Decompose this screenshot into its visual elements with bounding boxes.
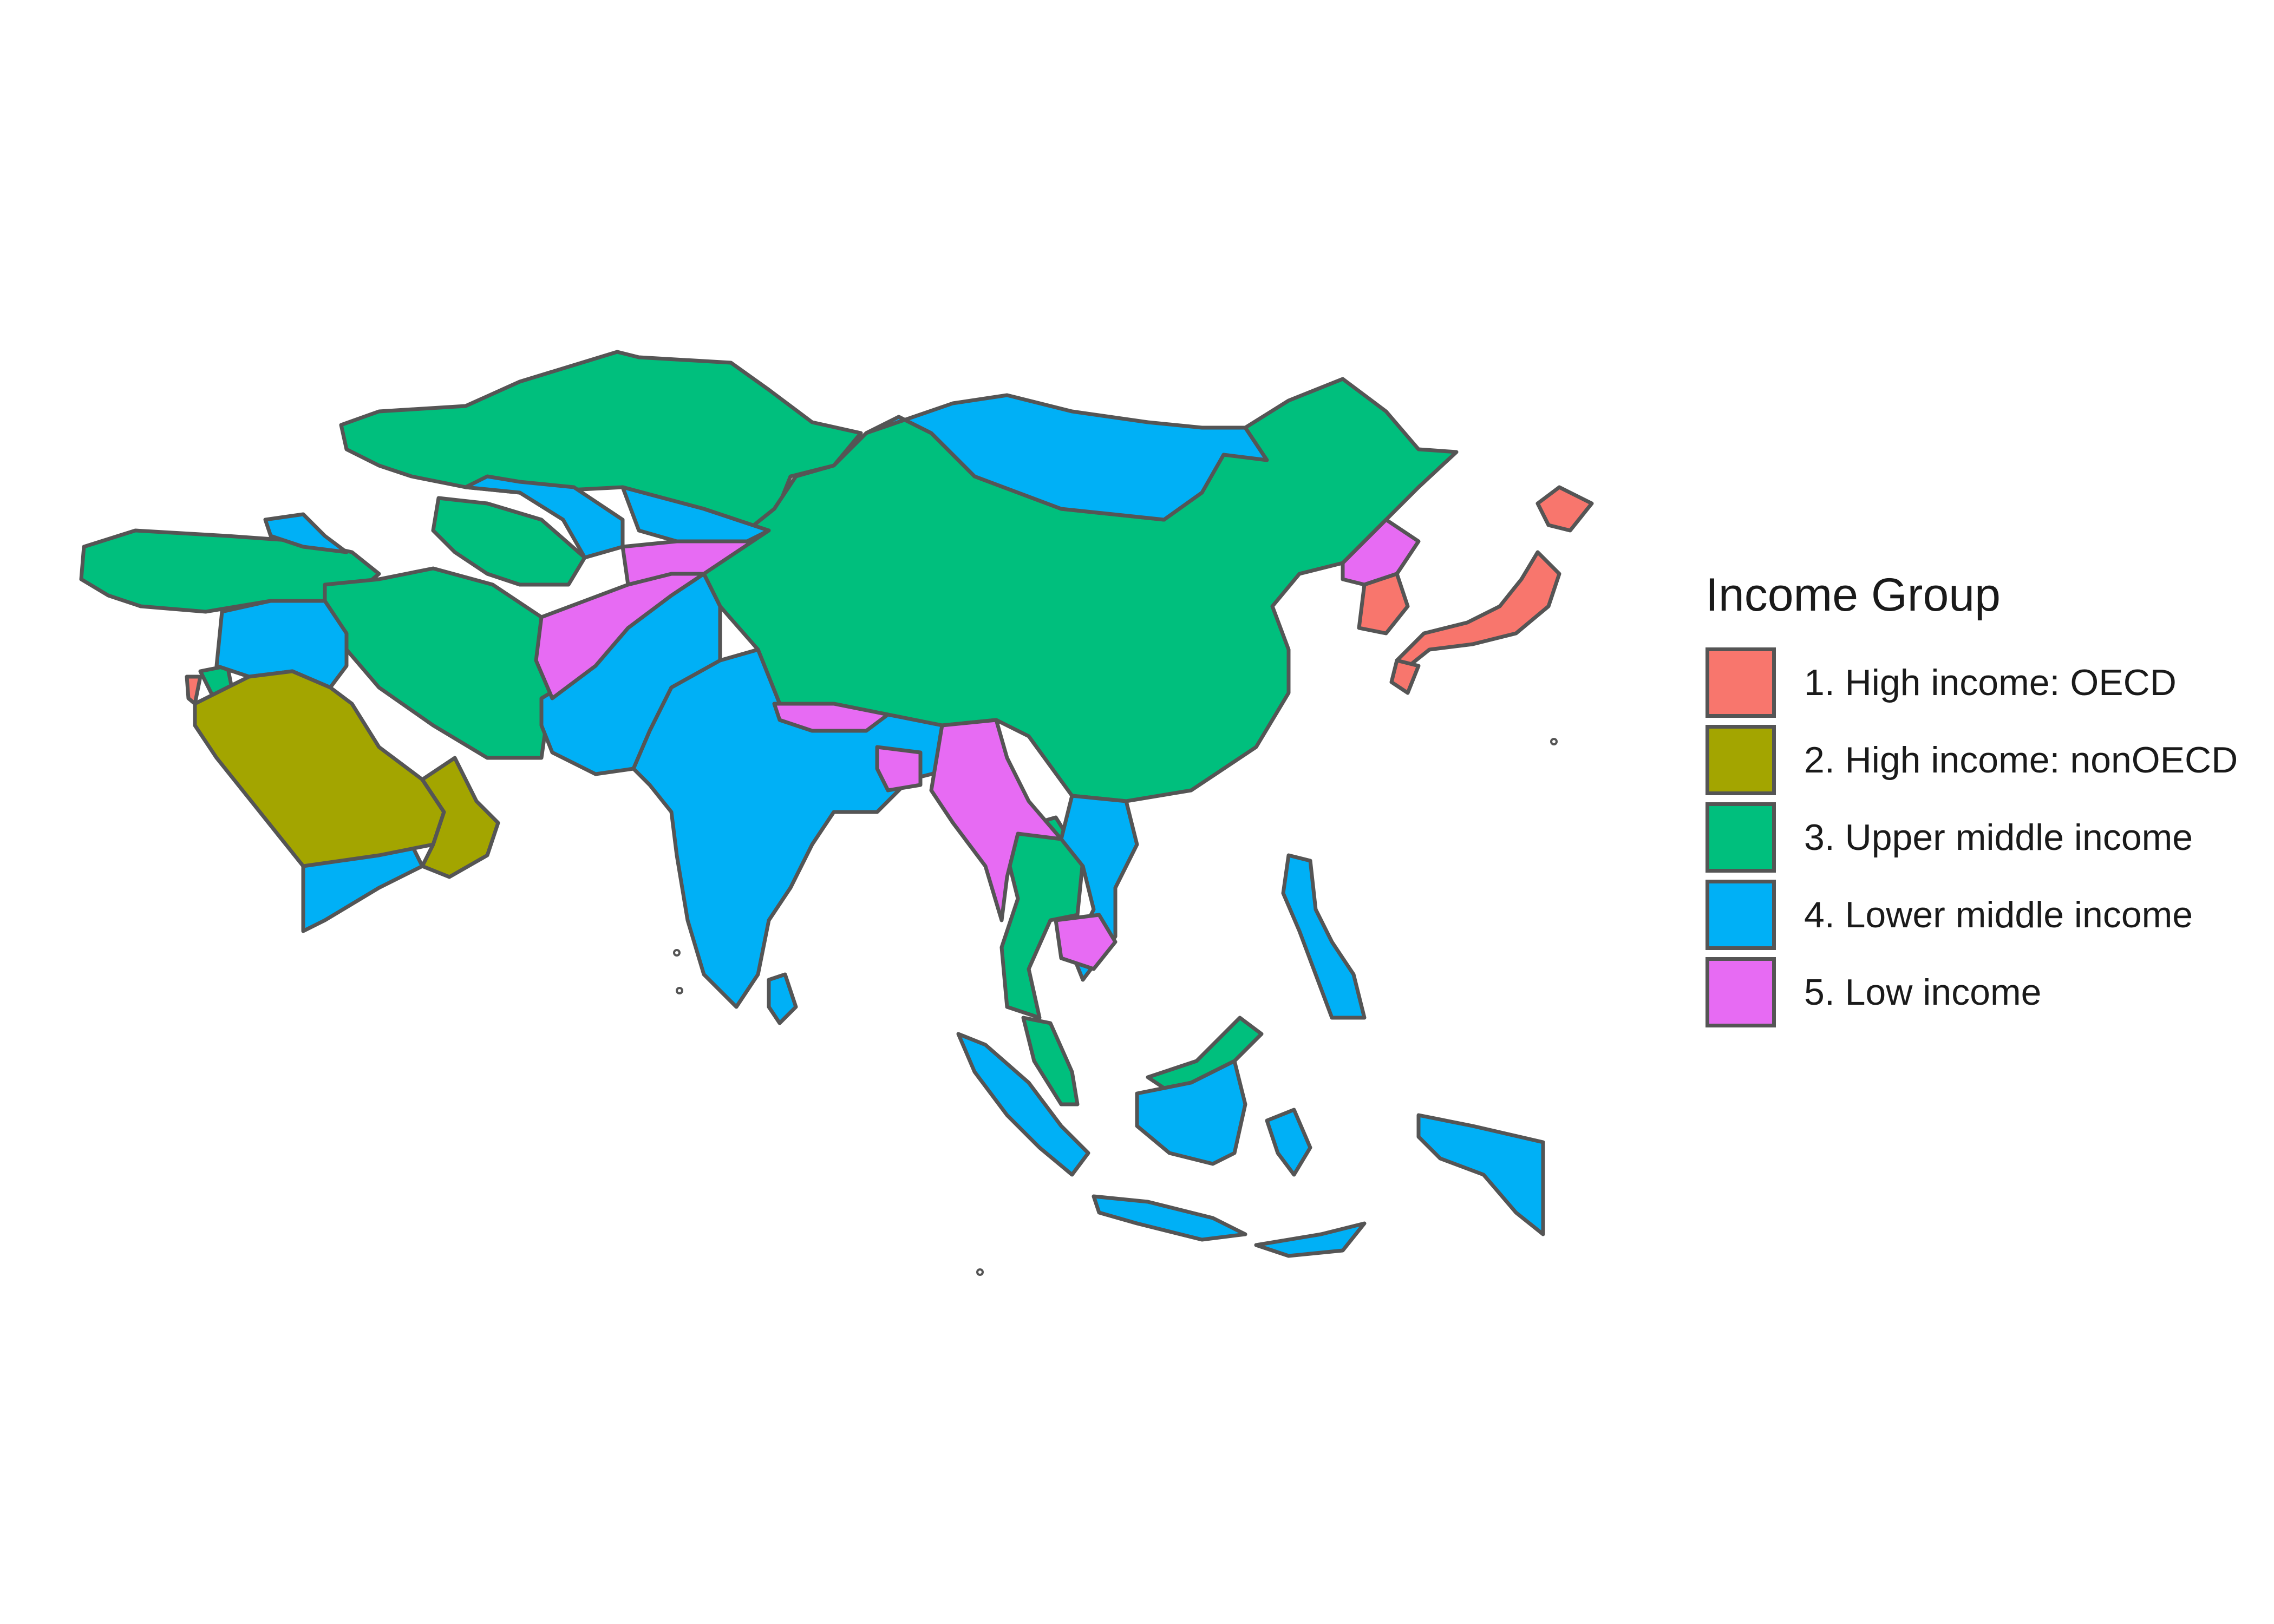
region-iraq-syria — [214, 599, 349, 690]
region-sri-lanka — [767, 972, 798, 1025]
group-lower-middle-income — [214, 393, 1545, 1258]
region-iran — [323, 566, 560, 760]
group-upper-middle-income — [79, 350, 1459, 1106]
group-high-income-nonoecd — [193, 669, 500, 879]
legend-item-lower-middle-income: 4. Lower middle income — [1706, 876, 2238, 953]
region-japan-kyushu — [1389, 658, 1421, 695]
region-turkmenistan — [431, 496, 587, 587]
region-kalimantan — [1135, 1059, 1247, 1166]
region-japan-honshu — [1395, 550, 1561, 673]
legend-key-lower-middle-income — [1706, 879, 1776, 950]
region-bangladesh — [875, 745, 923, 793]
region-caucasus — [263, 512, 349, 554]
region-java — [1092, 1194, 1247, 1242]
region-vietnam-laos — [1059, 794, 1139, 982]
legend-key-high-income-oecd — [1706, 647, 1776, 718]
region-sumatra — [956, 1032, 1090, 1177]
legend: Income Group 1. High income: OECD 2. Hig… — [1706, 568, 2238, 1031]
legend-item-low-income: 5. Low income — [1706, 953, 2238, 1031]
region-uzbekistan — [463, 474, 625, 560]
group-low-income — [534, 518, 1421, 971]
region-afghanistan — [534, 572, 706, 700]
region-japan-hokkaido — [1535, 485, 1594, 533]
region-philippines — [1281, 853, 1367, 1020]
island-dot — [1550, 738, 1558, 745]
legend-item-high-income-oecd: 1. High income: OECD — [1706, 644, 2238, 721]
legend-item-high-income-nonoecd: 2. High income: nonOECD — [1706, 721, 2238, 798]
region-cambodia — [1054, 913, 1118, 971]
region-papua — [1416, 1113, 1545, 1236]
region-tajikistan — [620, 528, 771, 587]
legend-label: 4. Lower middle income — [1804, 894, 2193, 935]
region-myanmar — [929, 718, 1063, 922]
island-dot — [976, 1268, 984, 1276]
region-mongolia — [864, 393, 1269, 522]
legend-label: 1. High income: OECD — [1804, 662, 2177, 703]
legend-key-upper-middle-income — [1706, 802, 1776, 873]
region-south-korea — [1357, 572, 1410, 636]
legend-label: 3. Upper middle income — [1804, 816, 2193, 858]
region-nusa-tenggara — [1254, 1221, 1367, 1258]
region-malaysia-peninsula — [1021, 1016, 1080, 1106]
legend-key-high-income-nonoecd — [1706, 724, 1776, 795]
group-high-income-oecd — [185, 485, 1594, 706]
region-oman-uae — [420, 756, 500, 879]
region-israel — [185, 675, 202, 706]
region-nepal — [772, 702, 890, 733]
legend-label: 2. High income: nonOECD — [1804, 739, 2238, 781]
island-dot — [676, 987, 683, 994]
group-small-islands — [673, 738, 1558, 1276]
legend-label: 5. Low income — [1804, 971, 2042, 1013]
legend-key-low-income — [1706, 957, 1776, 1027]
region-sulawesi — [1265, 1108, 1312, 1177]
island-dot — [673, 949, 681, 957]
legend-title: Income Group — [1706, 569, 2001, 621]
legend-item-upper-middle-income: 3. Upper middle income — [1706, 798, 2238, 876]
